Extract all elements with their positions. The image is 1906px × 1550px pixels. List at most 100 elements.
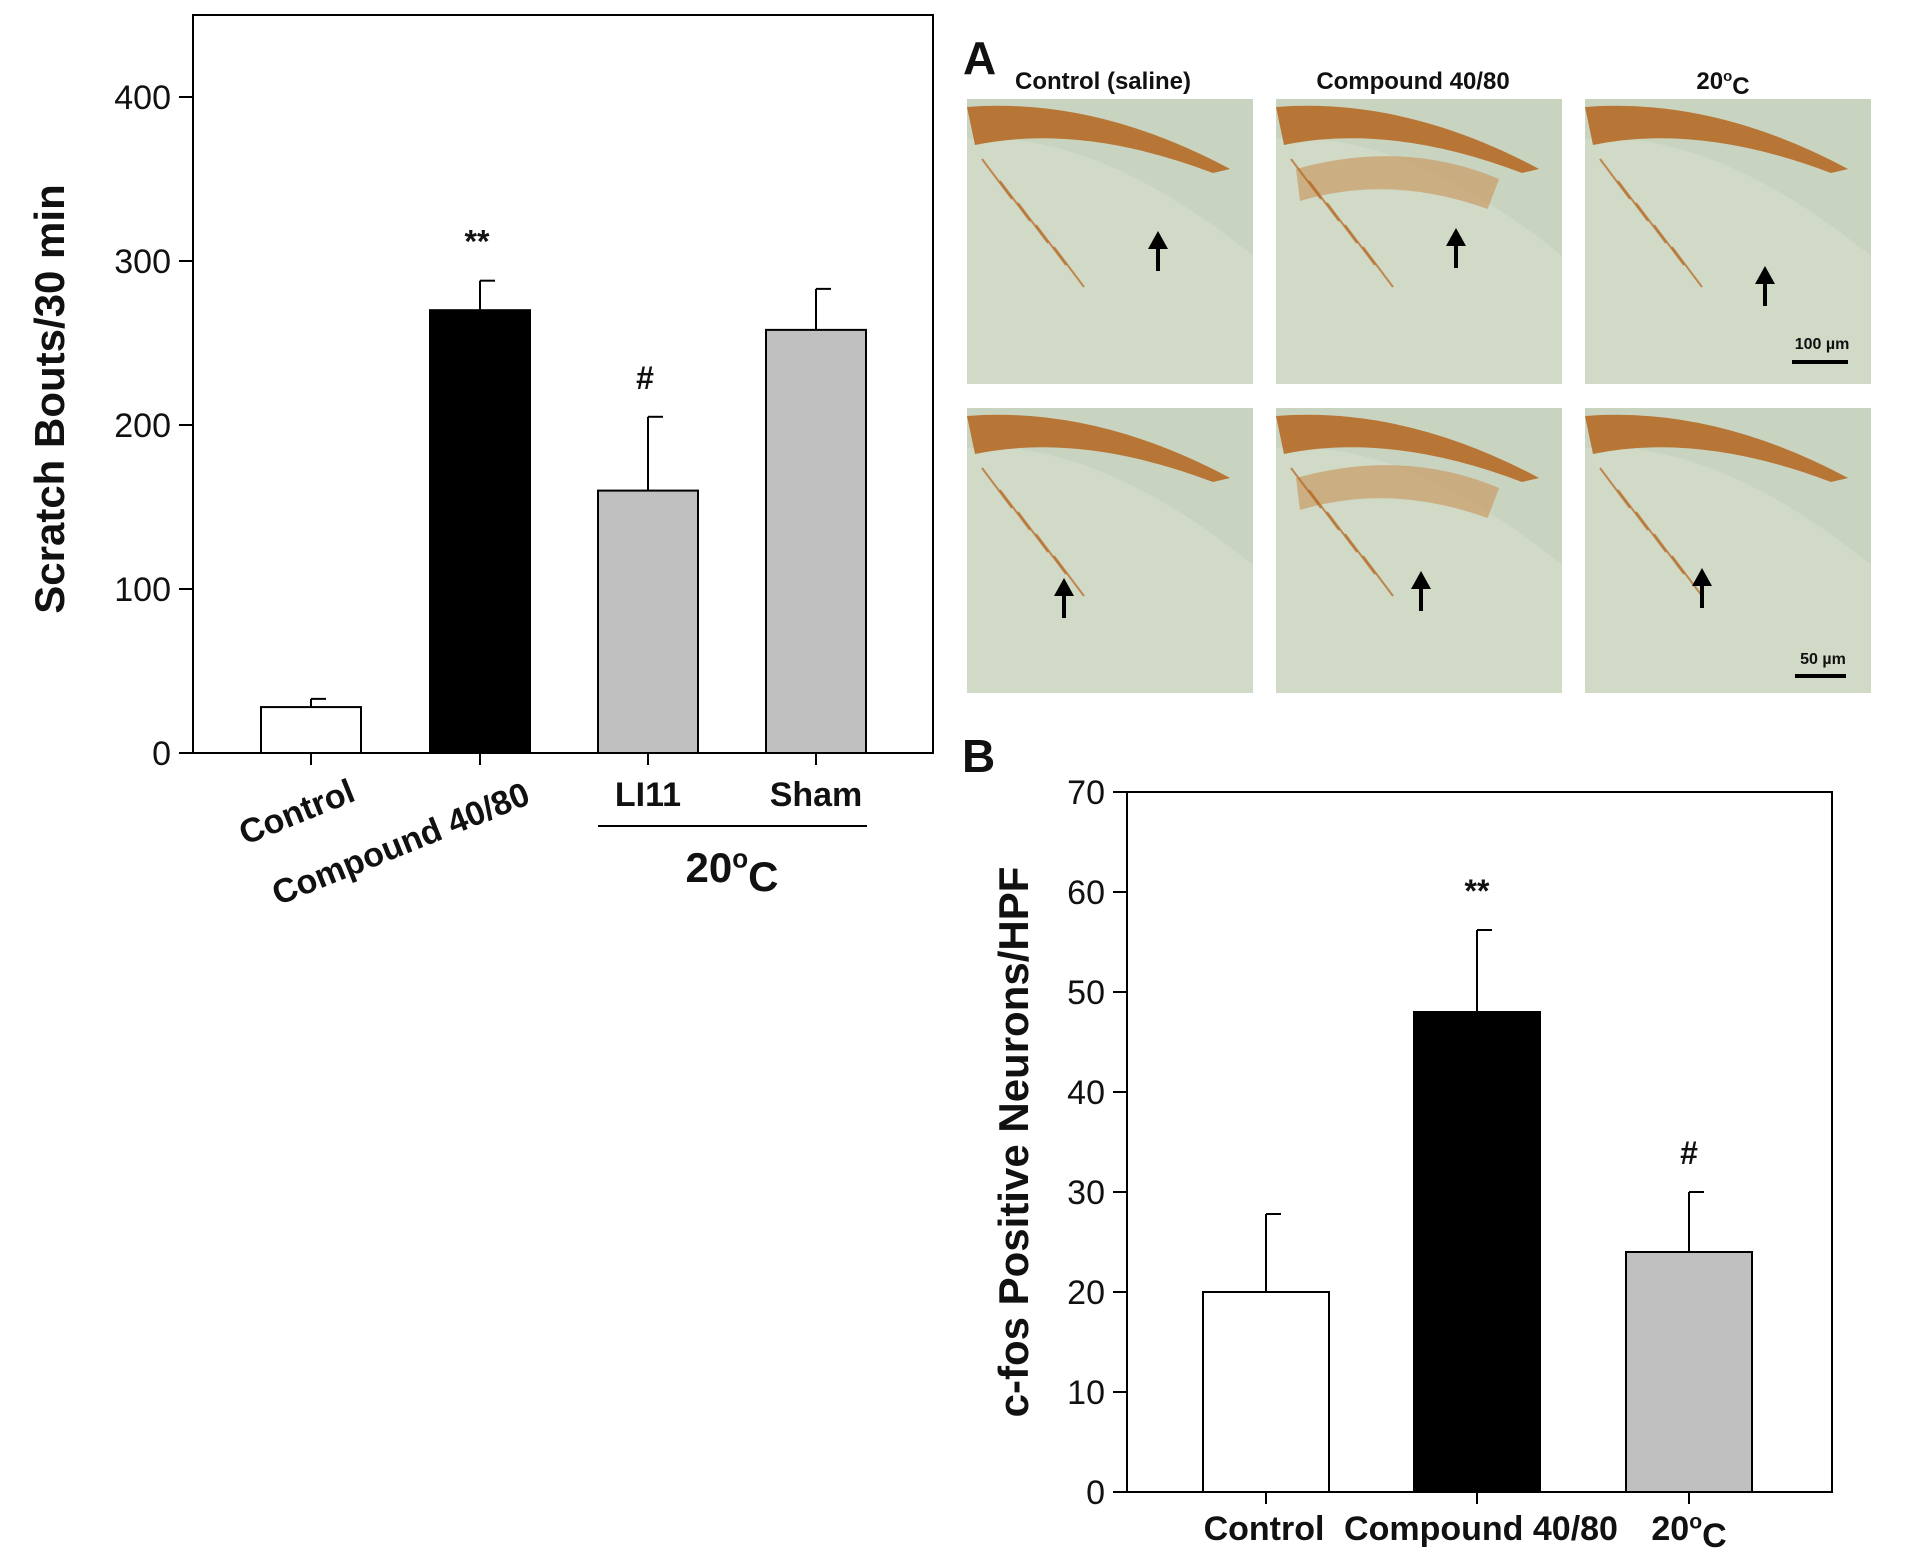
stained-fibre bbox=[1671, 555, 1703, 597]
stained-fibre bbox=[1326, 511, 1358, 553]
tissue-region bbox=[1276, 138, 1562, 384]
tissue-region bbox=[1276, 447, 1562, 693]
y-tick-label: 200 bbox=[114, 407, 171, 445]
stained-fibre bbox=[1017, 202, 1049, 244]
y-tick-label: 10 bbox=[1067, 1374, 1105, 1412]
stained-fibre bbox=[1053, 246, 1085, 288]
y-tick-label: 20 bbox=[1067, 1274, 1105, 1312]
stained-fibre bbox=[1617, 489, 1649, 531]
stained-band bbox=[1585, 105, 1849, 173]
bar bbox=[429, 309, 531, 754]
stained-fibre bbox=[1362, 246, 1394, 288]
stained-fibre bbox=[1653, 533, 1685, 575]
column-header: Compound 40/80 bbox=[1316, 68, 1509, 95]
x-tick-label: 20oC bbox=[1651, 1510, 1726, 1550]
x-tick-label: Sham bbox=[770, 776, 863, 814]
cfos-chart-panel-b: B 0 10 20 30 40 50 60 70 c-fos Positive Neurons/H… bbox=[962, 730, 1833, 1550]
y-tick-label: 70 bbox=[1067, 774, 1105, 812]
micrograph bbox=[1585, 99, 1871, 384]
stained-fibre bbox=[1017, 511, 1049, 553]
group-label: 20oC bbox=[686, 844, 779, 900]
x-tick-label: Compound 40/80 bbox=[1344, 1510, 1618, 1548]
arrow-up-icon bbox=[1692, 568, 1712, 586]
stained-band bbox=[967, 105, 1231, 173]
scale-bar-label: 100 µm bbox=[1795, 336, 1850, 353]
bar bbox=[1202, 1291, 1330, 1493]
micrograph bbox=[1276, 408, 1562, 693]
significance-label: # bbox=[636, 360, 654, 396]
y-tick-label: 0 bbox=[1086, 1474, 1105, 1512]
y-tick-label: 60 bbox=[1067, 874, 1105, 912]
y-tick-label: 400 bbox=[114, 79, 171, 117]
significance-label: ** bbox=[1465, 873, 1490, 909]
stained-band bbox=[1276, 414, 1540, 482]
significance-label: ** bbox=[465, 224, 490, 260]
stained-fibre bbox=[1035, 224, 1067, 266]
arrow-up-icon bbox=[1054, 578, 1074, 596]
bar bbox=[1625, 1251, 1753, 1493]
micrograph bbox=[1585, 408, 1871, 693]
stained-fibre bbox=[1053, 555, 1085, 597]
arrow-up-icon bbox=[1148, 231, 1168, 249]
stained-fibre bbox=[1344, 224, 1376, 266]
y-axis-label: Scratch Bouts/30 min bbox=[26, 184, 73, 613]
plot-frame bbox=[192, 14, 934, 754]
panel-label-a: A bbox=[963, 32, 996, 84]
panel-label-b: B bbox=[962, 730, 995, 782]
arrow-up-icon bbox=[1755, 266, 1775, 284]
arrow-up-icon bbox=[1411, 571, 1431, 589]
micrograph-panel-a: A Control (saline) Compound 40/80 20oC 100 µ… bbox=[963, 32, 1871, 693]
y-tick-label: 40 bbox=[1067, 1074, 1105, 1112]
x-tick-label: Control bbox=[1204, 1510, 1325, 1548]
y-tick-label: 30 bbox=[1067, 1174, 1105, 1212]
x-tick-label: Control bbox=[234, 772, 360, 853]
stained-laminar-band bbox=[1296, 156, 1500, 209]
micrograph bbox=[967, 408, 1253, 693]
y-tick-label: 50 bbox=[1067, 974, 1105, 1012]
stained-fibre bbox=[1308, 489, 1340, 531]
stained-fibre bbox=[999, 180, 1031, 222]
column-header: Control (saline) bbox=[1015, 68, 1191, 95]
stained-fibre bbox=[1290, 158, 1322, 200]
stained-fibre bbox=[1308, 180, 1340, 222]
stained-fibre bbox=[1599, 158, 1631, 200]
stained-fibre bbox=[1362, 555, 1394, 597]
stained-fibre bbox=[1653, 224, 1685, 266]
bar bbox=[765, 328, 867, 754]
stained-fibre bbox=[999, 489, 1031, 531]
y-axis-label: c-fos Positive Neurons/HPF bbox=[990, 867, 1037, 1418]
tissue-region bbox=[1585, 447, 1871, 693]
stained-fibre bbox=[1290, 467, 1322, 509]
stained-band bbox=[1585, 414, 1849, 482]
stained-fibre bbox=[1671, 246, 1703, 288]
y-tick-label: 100 bbox=[114, 571, 171, 609]
micrograph bbox=[1276, 99, 1562, 384]
bar bbox=[1413, 1011, 1541, 1493]
stained-band bbox=[967, 414, 1231, 482]
column-header: 20oC bbox=[1696, 68, 1749, 100]
stained-fibre bbox=[1326, 202, 1358, 244]
stained-laminar-band bbox=[1296, 465, 1500, 518]
scratch-bouts-chart: 0 100 200 300 400 Scratch Bouts/30 min ** # Cont… bbox=[26, 14, 934, 913]
stained-fibre bbox=[981, 467, 1013, 509]
tissue-region bbox=[967, 447, 1253, 693]
stained-fibre bbox=[1635, 202, 1667, 244]
stained-fibre bbox=[1617, 180, 1649, 222]
y-tick-label: 0 bbox=[152, 735, 171, 773]
stained-fibre bbox=[1035, 533, 1067, 575]
tissue-region bbox=[1585, 138, 1871, 384]
x-tick-label: LI11 bbox=[615, 776, 681, 814]
stained-fibre bbox=[1599, 467, 1631, 509]
stained-fibre bbox=[1344, 533, 1376, 575]
stained-band bbox=[1276, 105, 1540, 173]
bar bbox=[597, 489, 699, 754]
scale-bar-label: 50 µm bbox=[1800, 651, 1846, 668]
significance-label: # bbox=[1680, 1135, 1698, 1171]
tissue-region bbox=[967, 138, 1253, 384]
bar bbox=[260, 706, 362, 755]
arrow-up-icon bbox=[1446, 228, 1466, 246]
y-tick-label: 300 bbox=[114, 243, 171, 281]
stained-fibre bbox=[981, 158, 1013, 200]
stained-fibre bbox=[1635, 511, 1667, 553]
